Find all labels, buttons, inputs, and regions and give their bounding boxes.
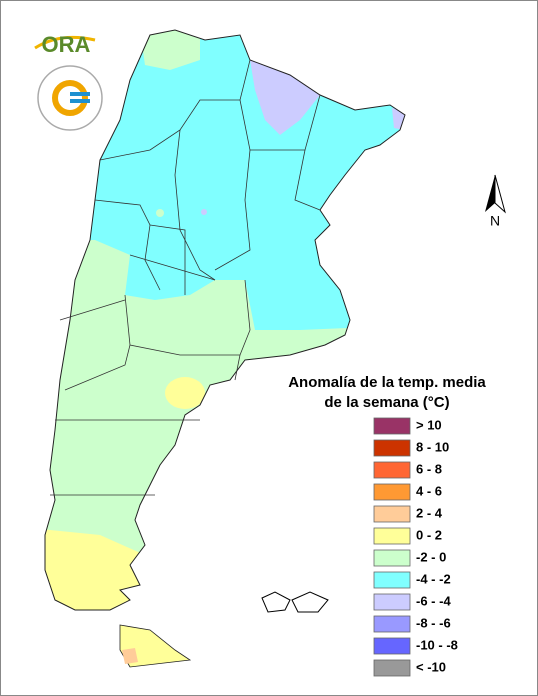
legend-label: > 10 xyxy=(416,417,442,432)
ora-logo: ORA xyxy=(34,32,96,57)
legend-swatch xyxy=(373,483,411,501)
logo-text: ORA xyxy=(42,32,91,57)
zone-green xyxy=(140,30,200,70)
zone-orange xyxy=(122,648,138,664)
legend-label: 8 - 10 xyxy=(416,439,449,454)
legend-swatch xyxy=(373,549,411,567)
legend-label: 0 - 2 xyxy=(416,527,442,542)
legend-swatch xyxy=(373,637,411,655)
legend-swatch xyxy=(373,615,411,633)
legend-swatch xyxy=(373,505,411,523)
legend-swatch xyxy=(373,439,411,457)
legend-label: -6 - -4 xyxy=(416,593,451,608)
zone-yellow xyxy=(165,377,205,409)
legend-swatch xyxy=(373,461,411,479)
falkland-islands xyxy=(261,591,329,613)
legend-label: < -10 xyxy=(416,659,446,674)
zone-green xyxy=(156,209,164,217)
legend-swatch xyxy=(373,527,411,545)
legend-label: -8 - -6 xyxy=(416,615,451,630)
legend-label: 4 - 6 xyxy=(416,483,442,498)
legend-swatch xyxy=(373,417,411,435)
legend-swatch xyxy=(373,659,411,677)
legend-title: de la semana (°C) xyxy=(324,394,449,411)
legend-title: Anomalía de la temp. media xyxy=(288,374,486,391)
legend-swatch xyxy=(373,571,411,589)
province-borders xyxy=(50,59,321,496)
legend-label: -2 - 0 xyxy=(416,549,446,564)
legend-label: -4 - -2 xyxy=(416,571,451,586)
legend: Anomalía de la temp. media de la semana (… xyxy=(288,374,486,677)
legend-label: 6 - 8 xyxy=(416,461,442,476)
legend-swatch xyxy=(373,593,411,611)
smn-logo xyxy=(37,65,103,131)
zone-lavender xyxy=(201,209,207,215)
logo-swoosh xyxy=(34,35,96,50)
zone-lavender xyxy=(250,60,320,135)
tierra-del-fuego xyxy=(119,624,192,668)
legend-label: 2 - 4 xyxy=(416,505,443,520)
north-arrow: N xyxy=(485,174,506,229)
legend-label: -10 - -8 xyxy=(416,637,458,652)
zone-yellow xyxy=(45,525,145,610)
north-label: N xyxy=(490,213,500,229)
